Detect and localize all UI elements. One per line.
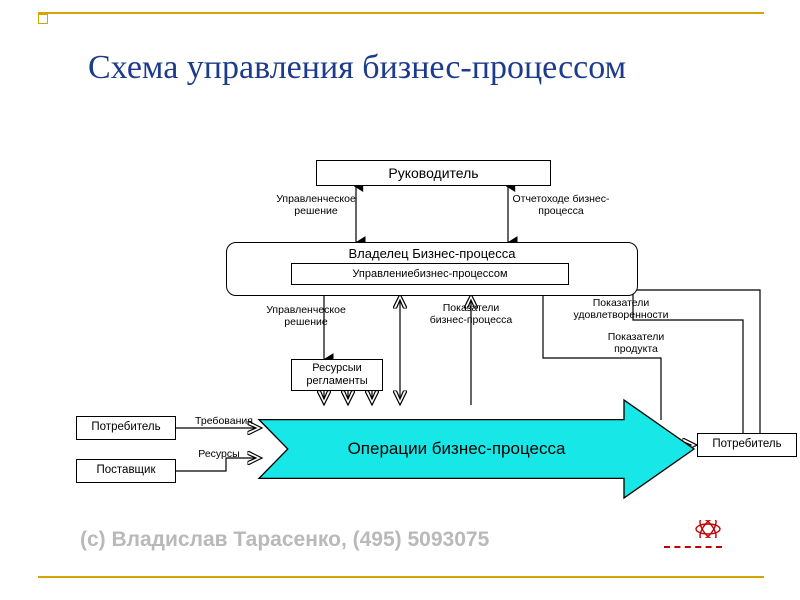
node-consumer-in: Потребитель	[76, 416, 176, 440]
page-title: Схема управления бизнес-процессом	[88, 48, 688, 87]
node-resources-label: Ресурсыи регламенты	[296, 362, 378, 387]
logo-icon	[664, 520, 722, 538]
logo-underline	[664, 546, 722, 548]
label-mgmt-decision-mid: Управленческое решение	[251, 305, 361, 328]
slide-frame: Схема управления бизнес-процессом	[38, 12, 764, 578]
label-requirements: Требования	[184, 416, 264, 428]
label-indicators-satisf: Показатели удовлетворенности	[556, 298, 686, 321]
node-consumer-out: Потребитель	[697, 433, 797, 457]
footer-credit: (с) Владислав Тарасенко, (495) 5093075	[80, 528, 489, 552]
label-resources-in: Ресурсы	[184, 449, 254, 461]
label-report: Отчетоходе бизнес-процесса	[496, 194, 626, 217]
logo	[664, 520, 722, 548]
node-supplier: Поставщик	[76, 459, 176, 483]
diagram: Руководитель Владелец Бизнес-процесса Уп…	[76, 160, 800, 540]
node-owner-title: Владелец Бизнес-процесса	[227, 246, 637, 261]
node-management: Управлениебизнес-процессом	[291, 263, 569, 285]
connectors	[76, 160, 800, 540]
node-operations: Операции бизнес-процесса	[289, 420, 624, 479]
node-leader-label: Руководитель	[388, 165, 478, 181]
label-indicators-product: Показатели продукта	[586, 332, 686, 355]
label-indicators-process: Показатели бизнес-процесса	[426, 303, 516, 326]
node-supplier-label: Поставщик	[97, 464, 156, 477]
node-consumer-out-label: Потребитель	[712, 438, 781, 451]
label-mgmt-decision-top: Управленческое решение	[261, 194, 371, 217]
node-leader: Руководитель	[316, 160, 551, 186]
node-consumer-in-label: Потребитель	[91, 421, 160, 434]
node-operations-label: Операции бизнес-процесса	[348, 439, 566, 459]
node-management-label: Управлениебизнес-процессом	[352, 268, 507, 281]
node-resources: Ресурсыи регламенты	[291, 359, 383, 391]
